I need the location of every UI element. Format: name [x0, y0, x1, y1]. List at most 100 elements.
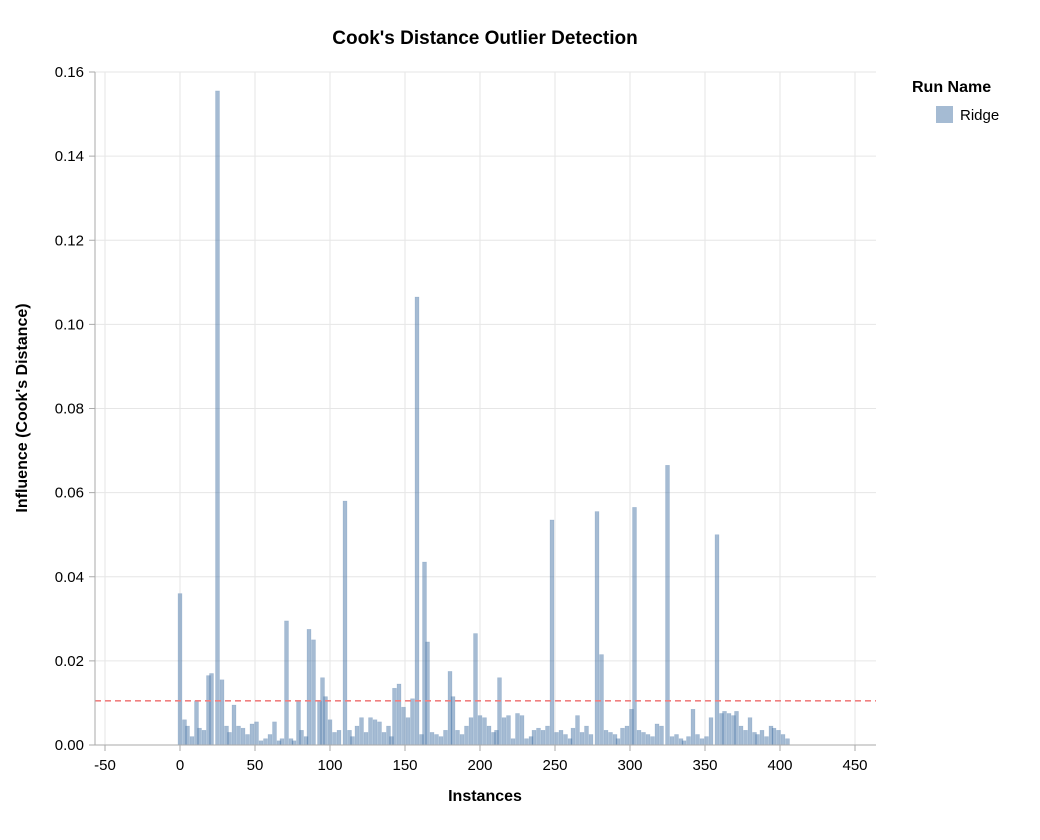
- bar: [381, 732, 387, 746]
- bar: [482, 717, 487, 746]
- bar: [771, 727, 777, 746]
- bar: [350, 736, 355, 746]
- bar: [405, 717, 411, 746]
- bar: [464, 725, 469, 746]
- bar: [686, 736, 691, 746]
- bar: [620, 727, 625, 746]
- y-tick-label: 0.10: [55, 316, 84, 333]
- bar: [401, 706, 406, 746]
- bar: [554, 732, 559, 746]
- legend: Run Name Ridge: [912, 79, 999, 124]
- legend-title: Run Name: [912, 79, 991, 96]
- bar: [780, 734, 786, 746]
- bar: [450, 696, 456, 746]
- x-tick-label: 0: [176, 757, 184, 774]
- bar: [284, 620, 289, 746]
- bar: [747, 717, 753, 746]
- bar: [615, 738, 621, 746]
- bar: [189, 736, 195, 746]
- bar: [722, 711, 727, 746]
- bar: [545, 725, 550, 746]
- bar: [665, 465, 670, 746]
- bar: [372, 719, 378, 746]
- bar: [708, 717, 714, 746]
- bar: [690, 709, 696, 746]
- y-tick-label: 0.04: [55, 569, 84, 586]
- bar: [392, 687, 397, 746]
- bar: [254, 721, 259, 746]
- bar: [336, 730, 342, 746]
- bar: [645, 734, 651, 746]
- bar: [570, 727, 576, 746]
- bar: [468, 717, 474, 746]
- bar: [227, 732, 232, 746]
- bar: [641, 732, 646, 746]
- bar: [588, 734, 594, 746]
- bar: [434, 734, 439, 746]
- bar: [429, 732, 435, 746]
- bar: [654, 723, 660, 746]
- bar: [650, 736, 655, 746]
- bar: [443, 730, 448, 746]
- x-tick-label: 350: [692, 757, 717, 774]
- y-tick-label: 0.12: [55, 232, 84, 249]
- y-axis-title: Influence (Cook's Distance): [14, 303, 31, 512]
- bar: [263, 738, 268, 746]
- y-tick-label: 0.08: [55, 401, 84, 418]
- bar: [734, 711, 739, 746]
- x-tick-label: 400: [767, 757, 792, 774]
- bar: [510, 738, 516, 746]
- bar: [197, 727, 202, 746]
- bar: [699, 738, 705, 746]
- bar: [519, 715, 525, 746]
- bar: [624, 725, 630, 746]
- bar: [410, 698, 415, 746]
- legend-label-ridge: Ridge: [960, 107, 999, 124]
- bar: [327, 719, 333, 746]
- x-tick-label: 250: [542, 757, 567, 774]
- chart-title: Cook's Distance Outlier Detection: [332, 28, 637, 49]
- x-tick-label: 450: [842, 757, 867, 774]
- bar: [632, 507, 637, 746]
- bar: [549, 519, 555, 746]
- bar: [185, 725, 190, 746]
- bar: [531, 730, 537, 746]
- bar: [231, 704, 237, 746]
- bar: [306, 629, 312, 746]
- bar: [501, 717, 507, 746]
- bar: [738, 725, 744, 746]
- legend-swatch-ridge: [936, 106, 953, 123]
- x-axis-title: Instances: [448, 788, 522, 805]
- bar: [215, 90, 220, 746]
- gridlines: [95, 71, 876, 746]
- bar: [279, 738, 285, 746]
- bar: [240, 727, 246, 746]
- bar: [354, 725, 360, 746]
- bar: [377, 721, 382, 746]
- bar: [201, 730, 207, 746]
- bar: [396, 683, 402, 746]
- bar: [524, 738, 529, 746]
- x-tick-label: 50: [247, 757, 264, 774]
- bar: [726, 713, 732, 746]
- bar: [579, 732, 585, 746]
- bar: [681, 740, 687, 746]
- bar: [438, 736, 444, 746]
- bar: [558, 730, 564, 746]
- bar: [594, 511, 600, 746]
- x-tick-label: 300: [617, 757, 642, 774]
- y-tick-label: 0.14: [55, 148, 84, 165]
- tick-marks-and-labels: 0.00 0.02 0.04 0.06 0.08 0.10 0.12 0.14 0.16 -50 0…: [55, 64, 868, 774]
- y-tick-label: 0.02: [55, 653, 84, 670]
- bar: [536, 727, 541, 746]
- x-tick-label: 100: [317, 757, 342, 774]
- bar: [563, 734, 568, 746]
- bar: [219, 679, 225, 746]
- bar: [368, 717, 373, 746]
- bar: [425, 641, 430, 746]
- x-tick-label: 150: [392, 757, 417, 774]
- bar: [323, 696, 328, 746]
- bar: [311, 639, 316, 746]
- bar: [659, 725, 664, 746]
